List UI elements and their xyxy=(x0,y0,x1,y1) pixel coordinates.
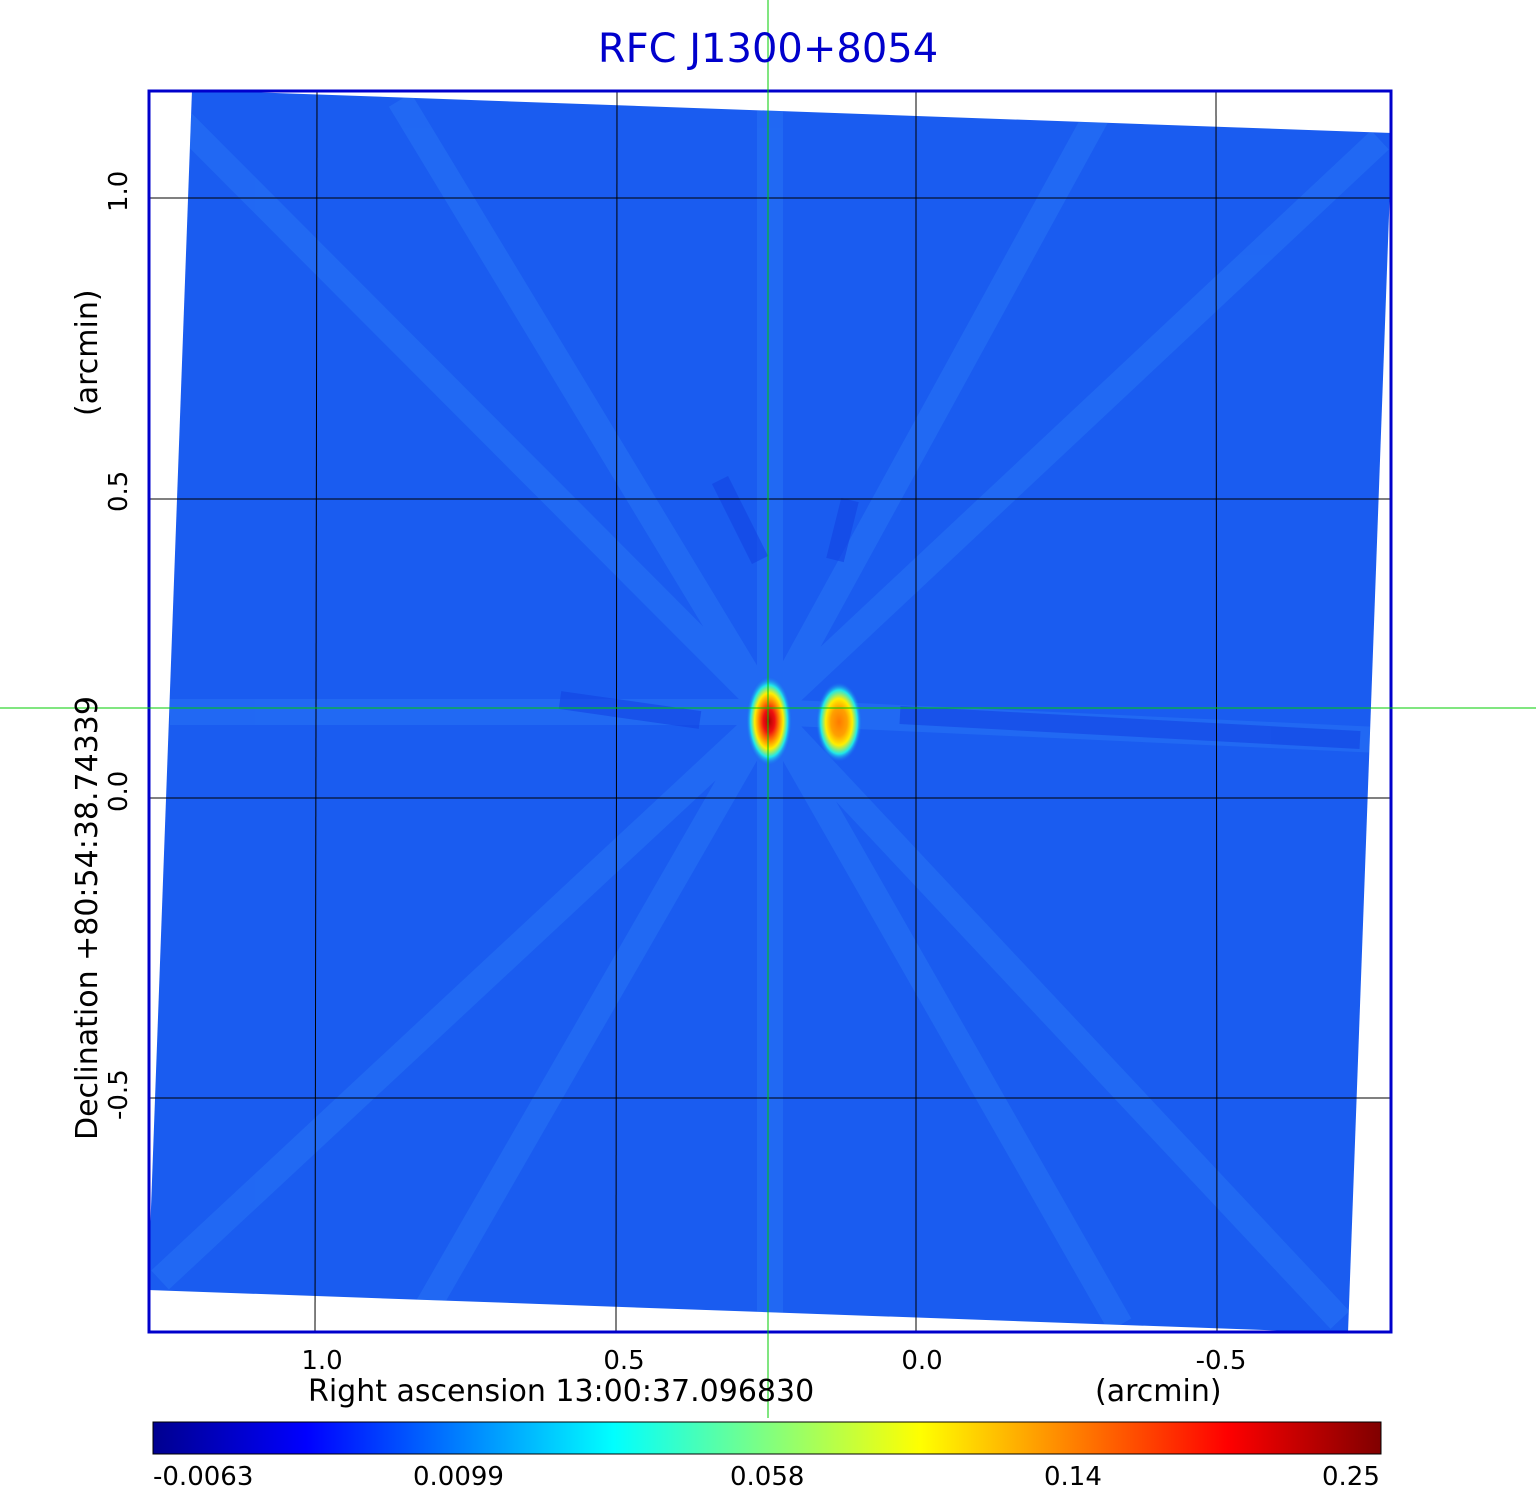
colorbar-tick-label: 0.14 xyxy=(1044,1462,1102,1492)
source-component-core xyxy=(746,676,792,766)
coordinate-grid xyxy=(149,90,1390,1333)
y-tick-label: 0.0 xyxy=(104,770,134,812)
crosshair xyxy=(0,0,1536,1418)
plot-frame xyxy=(147,89,1393,1334)
colorbar-tick-label: 0.058 xyxy=(730,1462,805,1492)
image-map xyxy=(148,90,1392,1333)
y-tick-label: 1.0 xyxy=(104,170,134,212)
y-tick-label: -0.5 xyxy=(104,1069,134,1120)
x-tick-label: 1.0 xyxy=(301,1346,343,1376)
colorbar xyxy=(152,1421,1382,1455)
y-axis-unit: (arcmin) xyxy=(70,289,105,416)
x-tick-label: -0.5 xyxy=(1195,1346,1247,1376)
x-axis-label: Right ascension 13:00:37.096830 xyxy=(308,1374,815,1409)
sidelobe-pattern xyxy=(151,93,1389,1332)
y-tick-label: 0.5 xyxy=(104,470,134,512)
colorbar-tick-label: 0.0099 xyxy=(413,1462,504,1492)
x-tick-label: 0.5 xyxy=(603,1346,645,1376)
x-tick-label: 0.0 xyxy=(901,1346,943,1376)
x-axis-unit: (arcmin) xyxy=(1095,1374,1222,1409)
y-axis-label: Declination +80:54:38.74339 xyxy=(70,696,105,1140)
source-component-secondary xyxy=(816,682,862,762)
colorbar-tick-label: 0.25 xyxy=(1322,1462,1380,1492)
plot-title: RFC J1300+8054 xyxy=(597,26,939,72)
colorbar-tick-label: -0.0063 xyxy=(153,1462,254,1492)
